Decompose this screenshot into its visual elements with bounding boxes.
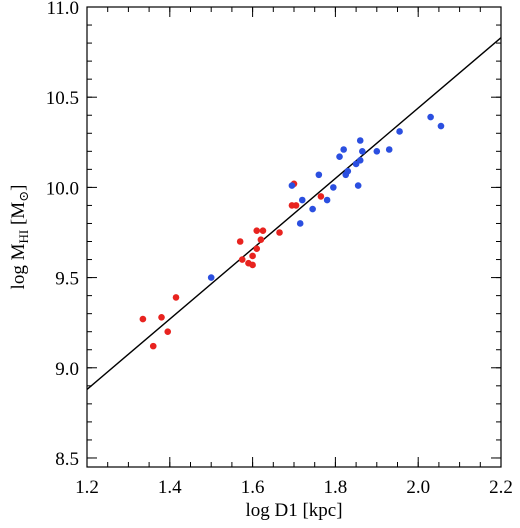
blue-data-point: [344, 167, 352, 175]
x-tick-label: 1.8: [324, 477, 348, 498]
blue-data-point: [373, 148, 381, 155]
y-tick-label: 11.0: [46, 0, 79, 19]
axis-ticks: [86, 6, 502, 467]
red-data-point: [249, 261, 256, 269]
red-data-point: [164, 328, 172, 336]
blue-data-point: [385, 146, 393, 153]
blue-data-point: [336, 153, 343, 161]
red-data-point: [259, 227, 267, 234]
blue-data-point: [427, 113, 434, 121]
y-tick-label: 9.0: [55, 359, 79, 380]
red-data-point: [236, 238, 244, 245]
y-axis-label-unit-open: [M: [8, 202, 29, 230]
red-data-point: [317, 193, 325, 200]
x-tick-label: 2.2: [489, 477, 513, 498]
red-data-point: [139, 315, 147, 323]
blue-data-point: [340, 146, 347, 153]
red-data-point: [276, 229, 283, 236]
red-data-point: [253, 227, 261, 234]
blue-data-point: [323, 196, 331, 204]
blue-data-point: [296, 220, 304, 227]
x-tick-label: 1.2: [75, 477, 99, 498]
red-data-point: [253, 245, 261, 253]
blue-data-point: [359, 148, 366, 155]
blue-data-point: [396, 128, 403, 135]
y-tick-labels: 8.5 9.0 9.5 10.0 10.5 11.0: [46, 0, 79, 470]
y-axis-label-prefix: log M: [8, 243, 29, 289]
x-tick-label: 1.6: [241, 477, 265, 498]
red-data-point: [158, 313, 165, 321]
blue-data-point: [207, 274, 215, 281]
x-tick-labels: 1.2 1.4 1.6 1.8 2.0 2.2: [75, 477, 513, 498]
red-data-point: [292, 202, 300, 209]
y-tick-label: 10.5: [46, 88, 79, 109]
red-data-point: [149, 342, 157, 350]
x-tick-label: 1.4: [158, 477, 182, 498]
fit-line: [86, 37, 502, 390]
data-points: [139, 113, 445, 350]
blue-data-point: [298, 196, 306, 204]
blue-data-point: [315, 171, 323, 179]
blue-data-point: [309, 205, 316, 213]
blue-data-point: [437, 122, 445, 130]
blue-data-point: [354, 182, 362, 189]
blue-data-point: [356, 157, 364, 164]
plot-frame: [86, 6, 502, 468]
y-axis-label: log MHI [M⊙]: [8, 185, 31, 290]
red-data-point: [172, 294, 180, 301]
y-axis-label-unit-close: ]: [8, 185, 29, 191]
x-axis-label: log D1 [kpc]: [245, 500, 342, 521]
red-data-point: [257, 236, 265, 244]
blue-data-point: [330, 184, 337, 191]
red-data-point: [249, 252, 256, 260]
red-data-point: [238, 256, 246, 263]
y-tick-label: 8.5: [55, 449, 79, 470]
y-axis-label-unit-sub: ⊙: [16, 191, 31, 202]
y-tick-label: 10.0: [46, 178, 79, 199]
x-tick-label: 2.0: [406, 477, 430, 498]
blue-data-point: [356, 137, 364, 144]
y-axis-label-subscript: HI: [16, 230, 31, 244]
blue-data-point: [288, 182, 296, 189]
y-tick-label: 9.5: [55, 269, 79, 290]
